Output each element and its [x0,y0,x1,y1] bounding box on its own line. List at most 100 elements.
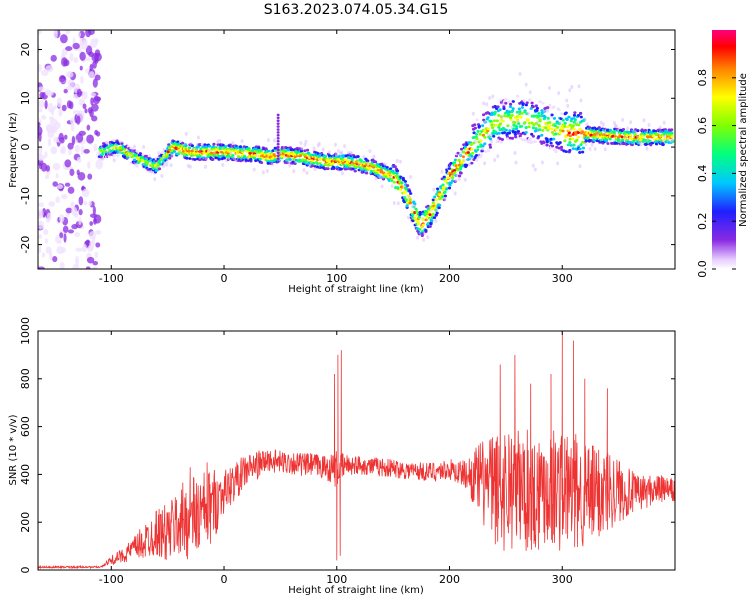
spectrogram-cell [441,183,445,187]
spectrogram-noise-blob [38,99,45,108]
spectrogram-halo [454,178,458,183]
spectrogram-halo [299,140,303,145]
spectrogram-noise-blob [78,208,83,216]
spectrogram-cell [329,162,333,166]
spectrogram-cell [369,169,374,173]
spectrogram-cell [147,154,151,158]
spectrogram-cell [611,134,615,138]
spectrogram-noise-blob [64,159,72,168]
spectrogram-cell [550,127,554,131]
spectrogram-halo [426,235,430,240]
spectrogram-cell [461,155,465,159]
spectrogram-cell [497,131,501,135]
spectrogram-halo [535,120,539,125]
spectrogram-streak [276,134,280,137]
spectrogram-noise-blob [74,144,80,153]
spectrogram-halo [302,168,306,173]
spectrogram-cell [510,113,514,117]
spectrogram-halo [204,164,208,169]
spectrogram-halo [590,142,594,147]
spectrogram-cell [392,180,396,184]
spectrogram-cell [628,133,633,137]
spectrogram-halo [383,162,387,167]
spectrogram-cell [588,126,592,129]
spectrogram-noise-blob [38,44,41,54]
spectrogram-cell [498,122,503,126]
spectrogram-cell [446,176,450,180]
spectrogram-cell [408,198,412,202]
spectrogram-halo [642,118,646,123]
spectrogram-cell [606,142,610,145]
spectrogram-cell [520,106,525,109]
spectrogram-cell [184,144,188,148]
spectrogram-cell [442,175,446,179]
spectrogram-noise-blob [72,110,81,115]
spectrogram-noise-blob [85,68,90,74]
spectrogram-noise-blob [67,186,75,194]
spectrogram-cell [473,156,477,159]
spectrogram-noise-blob [38,220,45,230]
spectrogram-noise-blob [93,214,102,224]
spectrogram-halo [548,85,552,90]
colorbar-tick-label: 0.0 [696,260,709,278]
spectrogram-cell [435,211,439,215]
spectrogram-cell [478,132,482,136]
x-tick-label: -100 [99,272,124,285]
spectrogram-cell [284,149,288,153]
spectrogram-cell [550,113,554,117]
spectrogram-noise-blob [38,121,41,127]
spectrogram-cell [590,130,594,133]
spectrogram-cell [268,155,272,159]
spectrogram-cell [257,146,261,150]
spectrogram-cell [544,126,548,130]
spectrogram-cell [366,159,370,163]
spectrogram-cell [496,105,500,109]
spectrogram-cell [226,152,230,156]
spectrogram-cell [515,94,520,98]
spectrogram-cell [503,114,507,118]
spectrogram-cell [621,128,626,131]
spectrogram-halo [231,141,235,146]
spectrogram-cell [561,118,565,122]
spectrogram-cell [552,117,557,120]
spectrogram-cell [200,143,204,146]
spectrogram-noise-blob [55,196,61,203]
spectrogram-cell [193,158,197,161]
spectrogram-cell [507,131,512,135]
spectrogram-halo [101,156,105,161]
spectrogram-cell [102,147,107,151]
spectrogram-cell [568,149,572,152]
spectrogram-noise-blob [46,124,54,133]
spectrogram-noise-blob [87,173,93,180]
spectrogram-noise-blob [68,101,74,110]
spectrogram-halo [333,142,337,147]
spectrogram-halo [645,146,649,151]
spectrogram-cell [351,167,355,171]
spectrogram-halo [584,142,588,147]
spectrogram-halo [218,138,222,143]
spectrogram-cell [511,107,515,111]
spectrogram-cell [135,164,139,168]
spectrogram-cell [475,118,479,122]
spectrogram-noise-blob [86,134,95,144]
spectrogram-halo [334,152,338,157]
spectrogram-cell [212,142,216,146]
spectrogram-cell [424,229,428,232]
spectrogram-cell [459,165,463,169]
spectrogram-cell [454,154,459,158]
spectrogram-cell [404,187,408,191]
spectrogram-cell [453,161,457,165]
spectrogram-cell [483,150,488,153]
spectrogram-noise-blob [58,132,64,143]
spectrogram-cell [537,124,542,128]
spectrogram-cell [239,159,243,163]
spectrogram-halo [265,169,269,174]
spectrogram-cell [311,164,315,168]
spectrogram-cell [436,187,440,191]
spectrogram-cell [585,136,590,140]
spectrogram-noise-blob [55,173,59,179]
figure-title: S163.2023.074.05.34.G15 [264,2,449,18]
spectrogram-noise-blob [47,102,54,113]
spectrogram-cell [643,128,648,132]
spectrogram-cell [443,190,447,194]
